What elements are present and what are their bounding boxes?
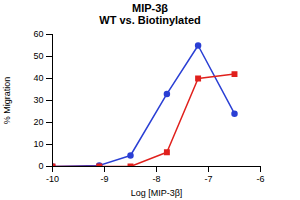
- svg-text:-7: -7: [204, 174, 212, 184]
- svg-text:20: 20: [33, 117, 43, 127]
- svg-text:30: 30: [33, 95, 43, 105]
- svg-text:% Migration: % Migration: [2, 77, 12, 125]
- svg-text:50: 50: [33, 51, 43, 61]
- html-text:WT vs. Biotinylated: WT vs. Biotinylated: [99, 14, 201, 26]
- svg-text:Log [MIP-3β]: Log [MIP-3β]: [131, 188, 183, 198]
- svg-text:-9: -9: [100, 174, 108, 184]
- svg-text:-6: -6: [256, 174, 264, 184]
- html-text:MIP-3β: MIP-3β: [132, 2, 168, 14]
- svg-text:0: 0: [38, 161, 43, 171]
- svg-text:60: 60: [33, 29, 43, 39]
- svg-text:-10: -10: [46, 174, 59, 184]
- svg-text:-8: -8: [152, 174, 160, 184]
- svg-text:10: 10: [33, 139, 43, 149]
- svg-text:40: 40: [33, 73, 43, 83]
